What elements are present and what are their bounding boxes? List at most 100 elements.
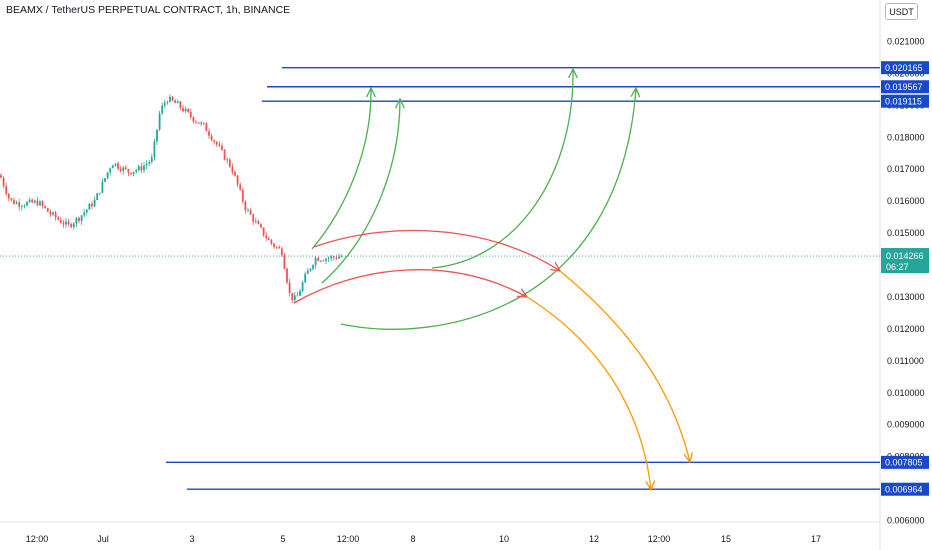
candle [72,222,75,230]
candle-body [49,211,52,215]
price-tick-label: 0.011000 [887,356,924,366]
last-price-tag [881,248,929,274]
candle-body [267,238,270,240]
candle-body [26,202,28,206]
candle [104,177,106,183]
candle [249,208,252,215]
candle-body [330,256,333,259]
candle [327,256,330,263]
candle-body [223,149,226,160]
candle [171,96,174,102]
arrow-curve [293,269,528,304]
candle-body [278,246,281,249]
candle [195,120,197,125]
candle-body [249,209,252,215]
candle-body [309,268,312,271]
last-price-countdown: 06:27 [886,262,909,272]
candle-body [83,212,86,216]
candle [322,259,325,262]
price-tick-label: 0.009000 [887,420,925,430]
candle [83,209,86,218]
price-tick-label: 0.015000 [887,228,925,238]
level-tag [881,455,929,469]
price-tick-label: 0.013000 [887,292,925,302]
candle [49,209,52,217]
candle-body [98,192,101,194]
candle [270,239,273,246]
candle [28,197,31,203]
candle-body [93,199,96,207]
candle [247,207,249,213]
candle-body [67,221,70,224]
candle [111,164,114,169]
candle [340,254,343,258]
candle-body [340,256,343,257]
candle [267,236,270,240]
candle-body [13,200,15,204]
candle-body [306,270,309,274]
candle-body [304,273,307,283]
candle [286,267,288,285]
candle [44,205,47,209]
candle [158,110,161,132]
candle-body [312,265,314,269]
candle-body [7,193,10,199]
candle [197,122,200,124]
candle-body [210,135,213,141]
arrow-head [645,480,656,492]
price-tick-label: 0.012000 [887,324,925,334]
candle-body [182,107,184,112]
candle [33,199,36,204]
candle-body [247,209,249,211]
candle-body [163,102,166,106]
candle [18,198,21,211]
candle-body [270,239,273,244]
candle-body [325,258,327,261]
candle [288,278,291,297]
candle [213,139,216,145]
candle-body [184,108,187,112]
time-tick-label: Jul [97,534,109,544]
candle [306,267,309,274]
candle [124,164,127,171]
candle [244,200,247,214]
candle [78,216,80,224]
candle-body [132,171,135,175]
currency-badge[interactable]: USDT [885,3,918,20]
candle [330,255,333,262]
candle [80,215,83,225]
candle [184,106,187,113]
level-tag-label: 0.019115 [885,96,922,106]
candle [163,99,166,109]
candle-body [176,101,179,104]
candle-body [117,163,119,169]
candle [208,128,210,139]
candle-body [231,166,234,173]
candle [239,182,242,191]
candle-body [36,200,39,206]
candle [314,255,317,269]
candle-body [286,268,288,283]
candle-body [52,212,54,215]
candle [88,202,91,210]
candle-body [109,168,112,173]
candle-body [296,295,299,297]
candle [291,293,294,304]
last-price-value: 0.014266 [886,251,924,261]
candle-body [96,193,99,200]
candle [93,196,96,208]
candle [169,94,171,103]
candle-body [78,217,80,221]
level-tag-label: 0.020165 [885,63,923,73]
candle-body [200,122,203,124]
candle-body [130,172,132,175]
candle-body [252,214,255,222]
candle [179,100,182,111]
candle-body [127,169,130,173]
candle [187,108,190,114]
candle-body [257,221,260,225]
candle [161,102,164,116]
candle [106,172,109,180]
arrow-curve [526,296,652,491]
